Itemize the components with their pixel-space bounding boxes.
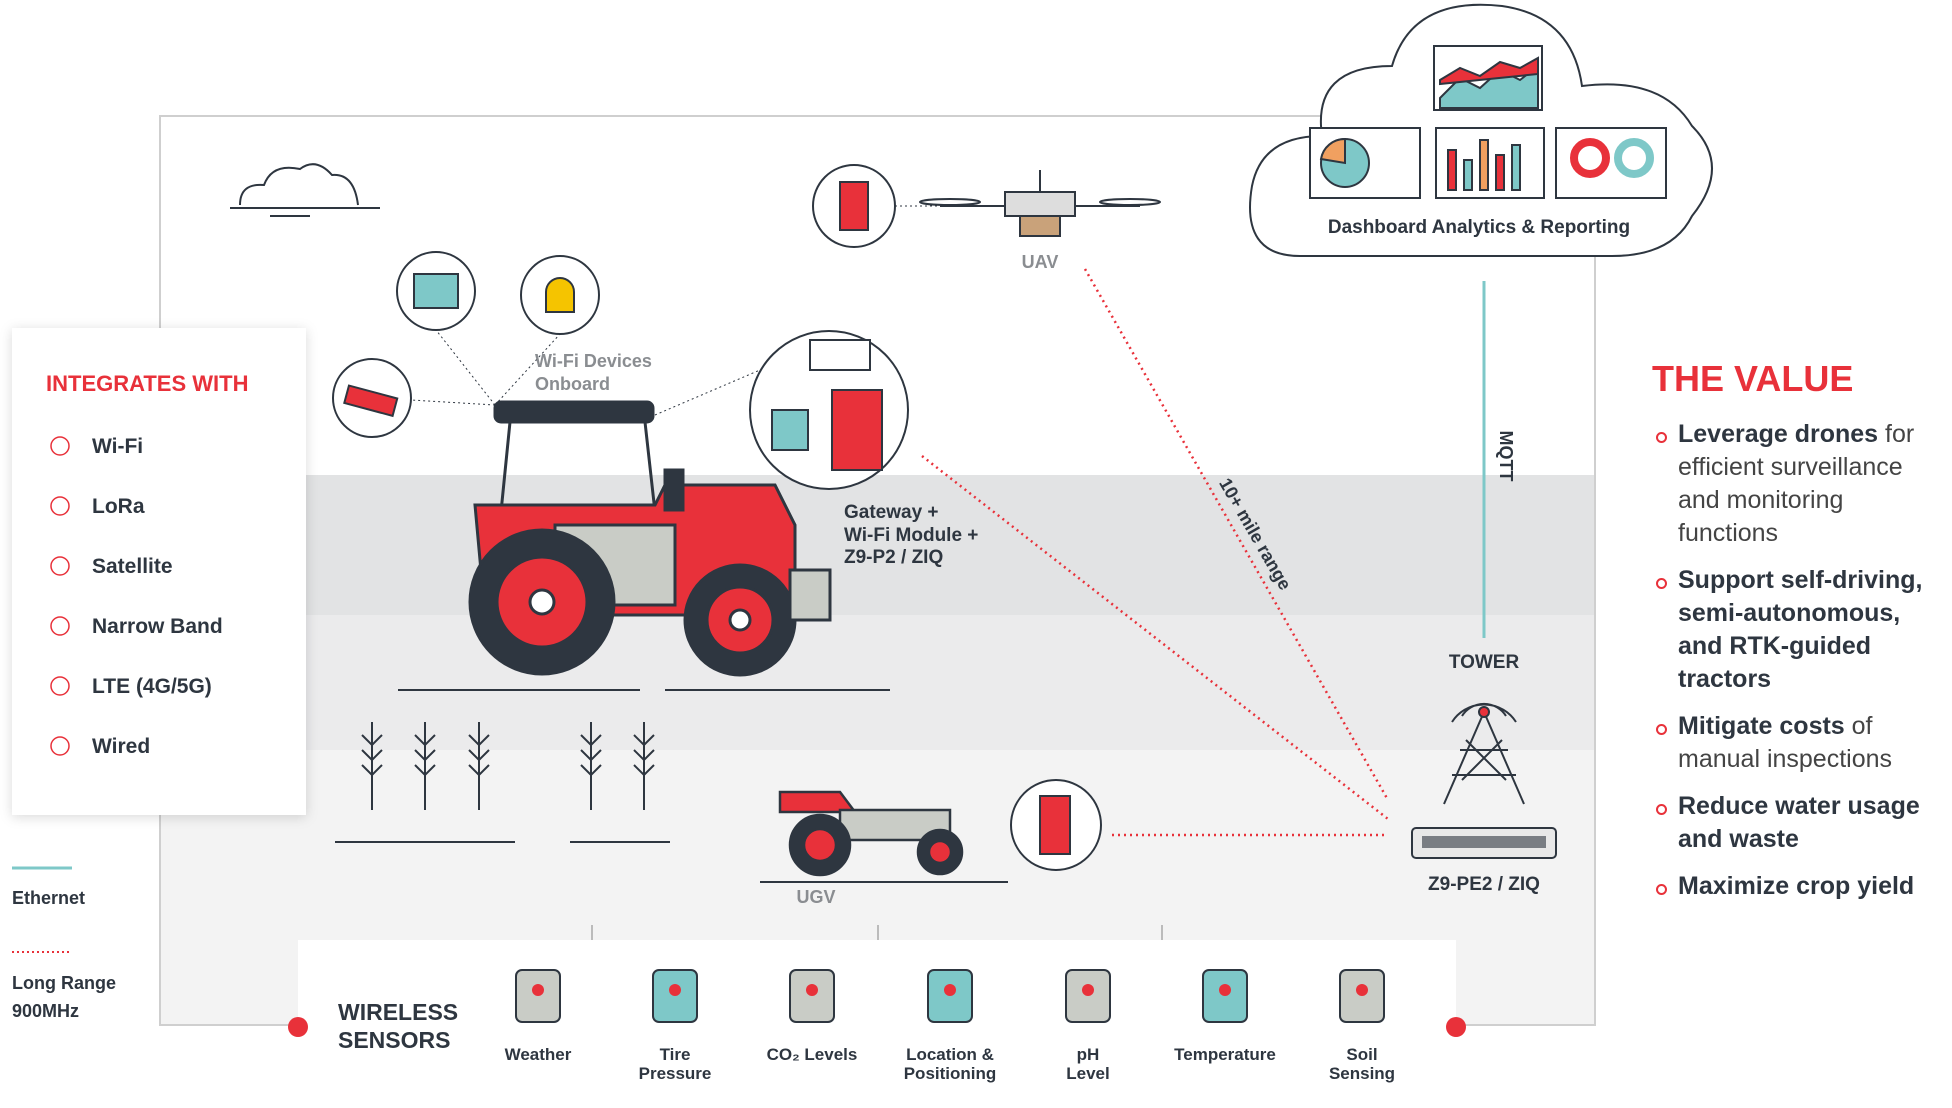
sensor-label: Positioning [904,1064,997,1083]
integration-item: Satellite [92,555,173,578]
label-line: Z9-P2 / ZIQ [844,547,943,568]
legend-ethernet: Ethernet [12,888,85,908]
sensor-label: CO₂ Levels [767,1045,858,1064]
value-item: Maximize crop yield [1652,870,1948,903]
label-line: Long Range [12,973,116,993]
sensors-panel [298,940,1456,1108]
tower-label: TOWER [1449,652,1520,673]
value-title: THE VALUE [1652,358,1948,400]
label-line: Wi-Fi Devices [535,351,652,371]
value-bold: Support self-driving, semi-autonomous, a… [1678,566,1922,693]
sensor-icon-dot [806,984,818,996]
value-bold: Reduce water usage and waste [1678,792,1920,853]
uav-label: UAV [1022,252,1059,272]
module [1040,796,1070,854]
sensor-label: Pressure [639,1064,712,1083]
integration-item: Narrow Band [92,615,223,638]
router-label: Z9-PE2 / ZIQ [1428,874,1540,895]
beacon [546,278,574,312]
value-item: Leverage drones for efficient surveillan… [1652,418,1948,550]
sensor-label: Sensing [1329,1064,1395,1083]
ugv-label: UGV [796,887,835,907]
value-item: Support self-driving, semi-autonomous, a… [1652,564,1948,696]
module [772,410,808,450]
cloud-label: Dashboard Analytics & Reporting [1328,217,1630,238]
value-list: Leverage drones for efficient surveillan… [1652,418,1948,903]
value-item: Mitigate costs of manual inspections [1652,710,1948,776]
page: 10+ mile range MQTT Dashboard Analytics … [0,0,1952,1108]
connector-dot [1446,1017,1466,1037]
legend-long-range: Long Range 900MHz [12,973,116,1021]
sensor-icon-dot [944,984,956,996]
value-bold: Maximize crop yield [1678,872,1914,900]
label-line: 900MHz [12,1001,79,1021]
sensor-label: Tire [660,1045,691,1064]
value-section: THE VALUE Leverage drones for efficient … [1652,358,1948,917]
sensor-label: Temperature [1174,1045,1276,1064]
sensor-label: Weather [505,1045,572,1064]
value-item: Reduce water usage and waste [1652,790,1948,856]
integration-item: LoRa [92,495,145,518]
sensor-icon-dot [532,984,544,996]
value-bold: Mitigate costs [1678,712,1845,740]
integration-item: LTE (4G/5G) [92,675,212,698]
router-ports [1422,836,1546,848]
sensor-icon-dot [1219,984,1231,996]
label-line: WIRELESS [338,999,458,1025]
connector-dot [288,1017,308,1037]
module [832,390,882,470]
label-line: Gateway + [844,502,939,523]
sensor-label: pH [1077,1045,1100,1064]
display [414,274,458,308]
sensor-icon-dot [1356,984,1368,996]
sensor-icon-dot [1082,984,1094,996]
label-line: SENSORS [338,1027,450,1053]
integration-item: Wi-Fi [92,435,143,458]
value-bold: Leverage drones [1678,420,1878,448]
label-line: Wi-Fi Module + [844,525,978,546]
sensor-label: Soil [1346,1045,1377,1064]
module [840,182,868,230]
sensor-icon-dot [669,984,681,996]
mqtt-label: MQTT [1496,431,1516,482]
wifi-module [810,340,870,370]
integrations-title: INTEGRATES WITH [46,371,248,396]
sensor-label: Location & [906,1045,994,1064]
integration-item: Wired [92,735,150,758]
band [161,615,1594,750]
sensor-label: Level [1066,1064,1109,1083]
label-line: Onboard [535,374,610,394]
